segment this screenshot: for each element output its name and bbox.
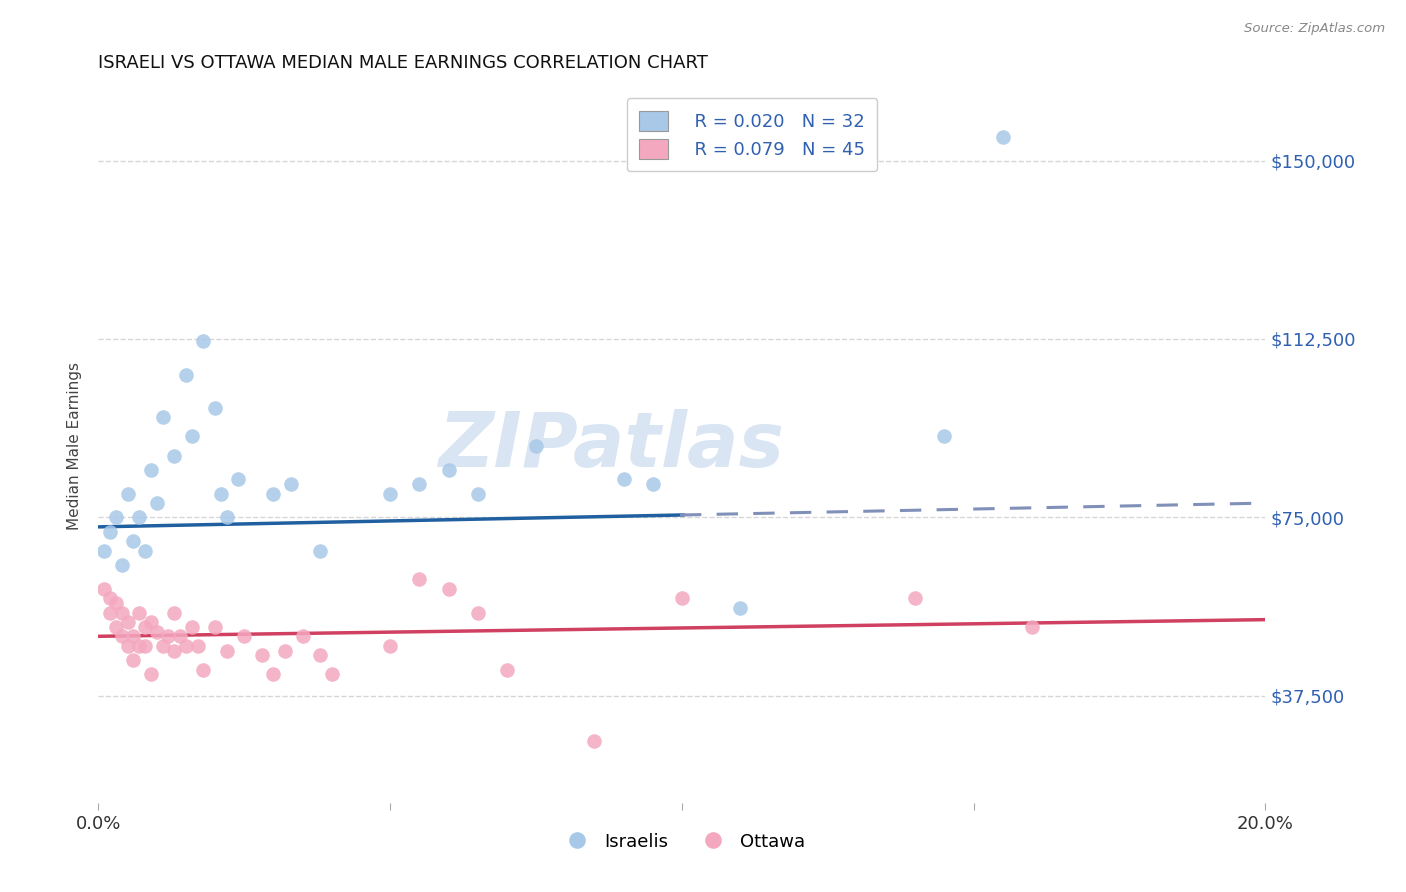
Point — [524, 439, 547, 453]
Point — [111, 629, 134, 643]
Point — [380, 639, 402, 653]
Point — [437, 463, 460, 477]
Point — [157, 629, 180, 643]
Point — [111, 558, 134, 572]
Point — [233, 629, 256, 643]
Point — [193, 663, 215, 677]
Point — [163, 606, 186, 620]
Point — [730, 600, 752, 615]
Point — [139, 463, 162, 477]
Point — [152, 410, 174, 425]
Point — [904, 591, 927, 606]
Point — [309, 543, 332, 558]
Point — [228, 472, 250, 486]
Point — [169, 629, 191, 643]
Point — [262, 486, 284, 500]
Text: ZIPatlas: ZIPatlas — [439, 409, 785, 483]
Point — [280, 477, 302, 491]
Point — [139, 667, 162, 681]
Point — [117, 486, 139, 500]
Point — [93, 582, 115, 596]
Text: Source: ZipAtlas.com: Source: ZipAtlas.com — [1244, 22, 1385, 36]
Point — [128, 606, 150, 620]
Point — [180, 429, 202, 443]
Point — [174, 639, 197, 653]
Point — [380, 486, 402, 500]
Point — [139, 615, 162, 629]
Point — [321, 667, 343, 681]
Point — [134, 620, 156, 634]
Point — [187, 639, 209, 653]
Point — [291, 629, 314, 643]
Point — [408, 477, 430, 491]
Point — [250, 648, 273, 663]
Point — [180, 620, 202, 634]
Point — [215, 643, 238, 657]
Point — [209, 486, 232, 500]
Point — [122, 653, 145, 667]
Point — [612, 472, 634, 486]
Point — [134, 639, 156, 653]
Point — [671, 591, 693, 606]
Point — [128, 639, 150, 653]
Point — [104, 510, 127, 524]
Point — [467, 486, 489, 500]
Point — [262, 667, 284, 681]
Point — [641, 477, 664, 491]
Point — [111, 606, 134, 620]
Point — [215, 510, 238, 524]
Point — [583, 734, 606, 748]
Point — [98, 524, 121, 539]
Point — [204, 401, 226, 415]
Point — [408, 572, 430, 586]
Point — [934, 429, 956, 443]
Point — [134, 543, 156, 558]
Point — [117, 615, 139, 629]
Point — [128, 510, 150, 524]
Text: ISRAELI VS OTTAWA MEDIAN MALE EARNINGS CORRELATION CHART: ISRAELI VS OTTAWA MEDIAN MALE EARNINGS C… — [98, 54, 709, 72]
Point — [991, 129, 1014, 144]
Point — [163, 643, 186, 657]
Point — [193, 334, 215, 349]
Point — [98, 606, 121, 620]
Legend: Israelis, Ottawa: Israelis, Ottawa — [551, 826, 813, 858]
Point — [93, 543, 115, 558]
Point — [104, 620, 127, 634]
Point — [146, 496, 169, 510]
Point — [117, 639, 139, 653]
Point — [496, 663, 519, 677]
Y-axis label: Median Male Earnings: Median Male Earnings — [67, 362, 83, 530]
Point — [174, 368, 197, 382]
Point — [98, 591, 121, 606]
Point — [122, 534, 145, 549]
Point — [152, 639, 174, 653]
Point — [163, 449, 186, 463]
Point — [104, 596, 127, 610]
Point — [467, 606, 489, 620]
Point — [309, 648, 332, 663]
Point — [146, 624, 169, 639]
Point — [274, 643, 297, 657]
Point — [1021, 620, 1043, 634]
Point — [122, 629, 145, 643]
Point — [204, 620, 226, 634]
Point — [437, 582, 460, 596]
